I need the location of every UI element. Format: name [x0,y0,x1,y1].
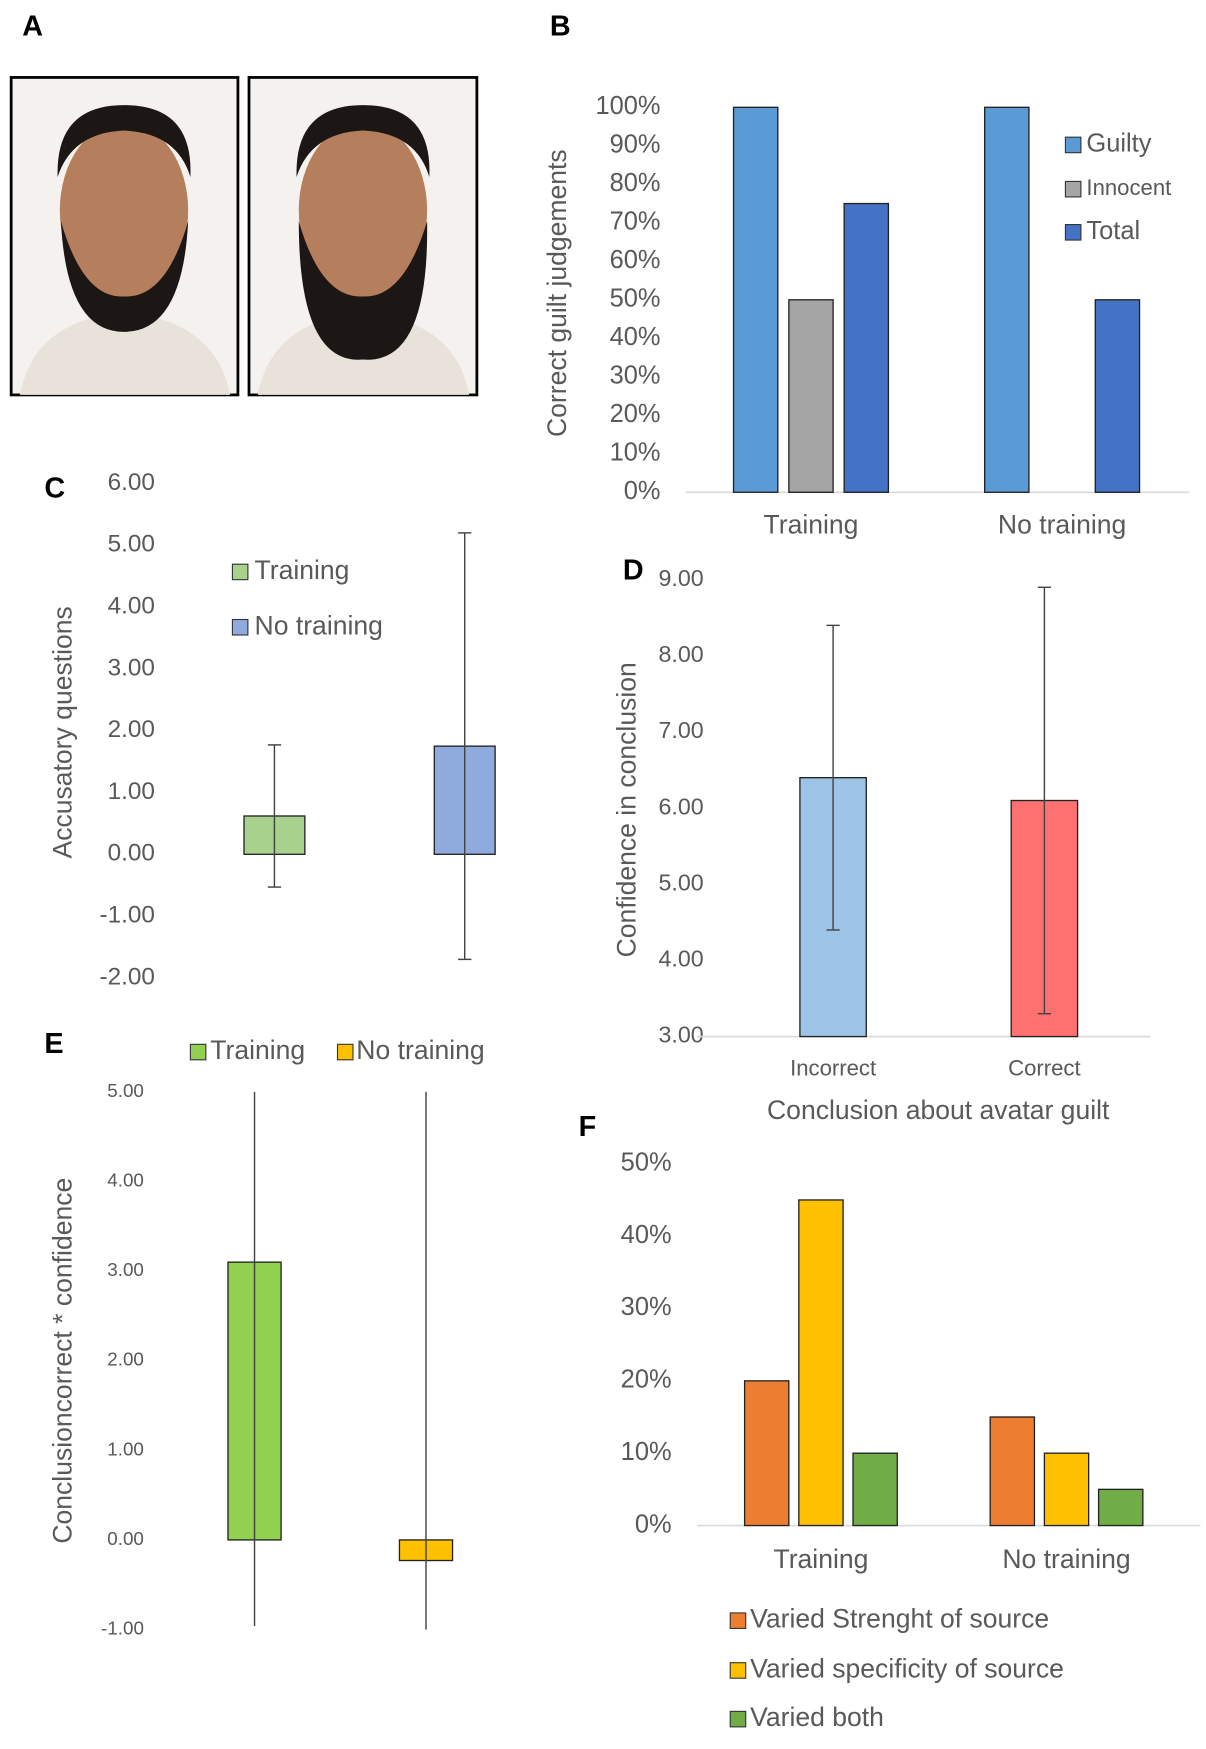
y-axis-label: Correct guilt judgements [542,149,572,437]
y-tick-label: 3.00 [658,1022,703,1048]
y-tick-label: 1.00 [107,1438,144,1459]
x-tick-label: Training [764,510,859,540]
legend-swatch [337,1044,352,1059]
y-tick-label: 20% [610,400,661,428]
y-tick-label: 8.00 [658,641,703,667]
legend-label: Varied specificity of source [750,1653,1064,1683]
y-tick-label: 6.00 [658,793,703,819]
panel-label: D [623,555,644,587]
y-tick-label: 9.00 [658,565,703,591]
y-tick-label: 4.00 [108,592,155,619]
y-tick-label: 20% [621,1366,672,1394]
y-tick-label: 7.00 [658,717,703,743]
y-tick-label: 50% [610,285,661,313]
y-axis-label: Accusatory questions [47,606,77,858]
y-tick-label: 3.00 [107,1259,144,1280]
y-axis-label: Conclusioncorrect * confidence [47,1178,77,1544]
legend-label: Innocent [1086,175,1171,200]
y-tick-label: 6.00 [108,469,155,496]
x-axis-label: Conclusion about avatar guilt [767,1095,1110,1125]
y-tick-label: 5.00 [658,869,703,895]
y-tick-label: 4.00 [107,1169,144,1190]
photo-right [249,77,477,394]
y-tick-label: 0.00 [108,840,155,867]
panel-label: B [550,10,571,42]
panel-label: F [579,1111,597,1143]
x-tick-label: No training [1002,1544,1130,1574]
y-tick-label: 0.00 [107,1528,144,1549]
legend-label: Varied Strenght of source [750,1604,1049,1634]
y-tick-label: -1.00 [101,1617,144,1638]
legend-swatch [1065,181,1080,196]
legend-swatch [730,1663,745,1678]
legend-swatch [1065,225,1080,240]
legend-swatch [730,1613,745,1628]
legend-label: Training [210,1035,305,1065]
y-tick-label: 40% [610,323,661,351]
y-tick-label: 2.00 [107,1349,144,1370]
figure: A B 0% 10% 20% 30% 40% 50% 60% 70% 80% 90% 100% Corre… [0,0,1206,1749]
bar [1099,1489,1143,1525]
legend-label: No training [356,1035,484,1065]
bar [990,1417,1034,1526]
bar [985,107,1029,492]
panel-label: A [22,10,43,42]
y-tick-label: 3.00 [108,654,155,681]
legend-label: Guilty [1086,130,1151,158]
y-tick-label: 50% [621,1149,672,1177]
x-tick-label: Correct [1008,1056,1080,1081]
y-tick-label: 5.00 [107,1080,144,1101]
y-tick-label: 0% [635,1510,672,1538]
legend-swatch [730,1711,745,1726]
panel-label: E [44,1028,63,1060]
y-tick-label: 5.00 [108,531,155,558]
y-tick-label: 0% [624,477,661,505]
bar [734,107,778,492]
y-tick-label: 80% [610,169,661,197]
y-tick-label: 30% [610,362,661,390]
bar [853,1453,897,1525]
legend-label: No training [255,610,383,640]
bar [789,300,833,492]
y-tick-label: 4.00 [658,946,703,972]
y-tick-label: 2.00 [108,716,155,743]
page: A B 0% 10% 20% 30% 40% 50% 60% 70% 80% 90% 100% Corre… [0,0,1206,1749]
legend-label: Training [255,555,350,585]
legend-label: Total [1086,217,1140,245]
x-tick-label: Training [773,1544,868,1574]
y-tick-label: 70% [610,208,661,236]
y-tick-label: -2.00 [100,963,155,990]
y-tick-label: 40% [621,1221,672,1249]
y-tick-label: 60% [610,246,661,274]
y-tick-label: 100% [595,92,660,120]
photo-left [11,77,238,394]
y-tick-label: 30% [621,1293,672,1321]
legend-swatch [232,620,247,635]
x-tick-label: No training [998,510,1126,540]
y-tick-label: 90% [610,131,661,159]
panel-label: C [44,473,65,505]
legend-swatch [190,1044,205,1059]
bar [1095,300,1139,492]
y-axis-label: Confidence in conclusion [611,662,641,957]
bar [745,1381,789,1526]
y-tick-label: 10% [610,439,661,467]
legend-label: Varied both [750,1702,884,1732]
y-tick-label: 1.00 [108,778,155,805]
y-tick-label: 10% [621,1438,672,1466]
bar [1044,1453,1088,1525]
x-tick-label: Incorrect [790,1056,876,1081]
bar [799,1200,843,1526]
y-tick-label: -1.00 [100,902,155,929]
bar [844,204,888,493]
legend-swatch [1065,137,1080,152]
legend-swatch [232,564,247,579]
